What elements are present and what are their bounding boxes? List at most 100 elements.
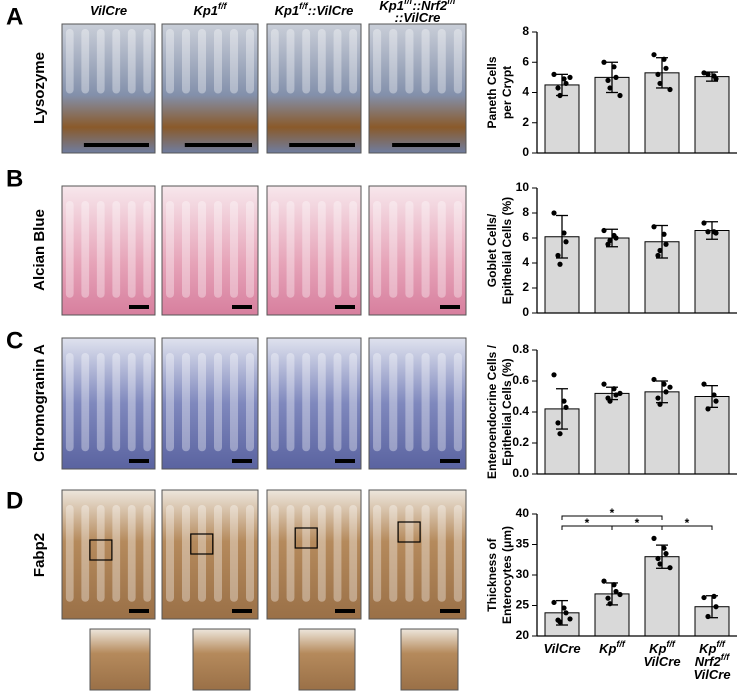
villus	[127, 505, 136, 602]
significance-label: *	[585, 516, 590, 530]
villus	[182, 505, 190, 602]
column-header: Kp1f/f::Nrf2f/f	[379, 0, 456, 13]
villus	[270, 505, 279, 602]
data-point	[667, 86, 673, 93]
micrograph	[266, 23, 362, 154]
labels: VilCre Kp1 f/f Kp1f/f::VilCre Kp1f/f::Nrf2f/…	[6, 0, 457, 577]
data-point	[663, 551, 669, 557]
data-point	[711, 593, 717, 599]
data-point	[705, 406, 711, 412]
villus	[302, 353, 311, 452]
villus	[302, 201, 311, 298]
text-segment: Kp1	[275, 3, 300, 18]
data-point	[667, 384, 673, 390]
text-segment: ::Nrf2	[412, 0, 447, 13]
villus	[230, 29, 238, 94]
y-axis-label: Epithelial Cells (%)	[500, 197, 514, 304]
row-label: Alcian Blue	[31, 209, 48, 291]
villus	[246, 505, 254, 602]
villus	[317, 29, 326, 94]
column-header: Kp1f/f::VilCre	[275, 1, 354, 18]
panel-letter: B	[6, 165, 23, 192]
villus	[182, 201, 190, 298]
y-axis-label: per Crypt	[500, 66, 514, 119]
text-segment: VilCre	[693, 667, 730, 682]
villus	[112, 353, 121, 452]
villus	[373, 201, 382, 298]
data-point	[557, 261, 563, 267]
villus	[405, 505, 414, 602]
villus	[302, 505, 311, 602]
micrograph	[161, 185, 259, 316]
data-point	[661, 381, 667, 387]
data-point	[613, 74, 619, 80]
villus	[317, 201, 326, 298]
villus	[333, 201, 342, 298]
text-segment: ::VilCre	[395, 10, 441, 25]
data-point	[705, 229, 711, 235]
inset	[400, 628, 459, 691]
significance-label: *	[685, 516, 690, 530]
data-point	[561, 230, 567, 236]
villus	[389, 201, 398, 298]
superscript: f/f	[404, 0, 413, 6]
significance-bracket	[561, 515, 663, 520]
villus	[214, 29, 222, 94]
data-point	[713, 76, 719, 82]
y-tick-label: 6	[522, 54, 529, 68]
villus	[112, 201, 121, 298]
panel-letter: C	[6, 327, 23, 354]
text-segment: Kp	[649, 641, 666, 656]
data-point	[711, 392, 717, 398]
villus	[112, 505, 121, 602]
villus	[230, 201, 238, 298]
bar-chart: 0.0 0.2 0.4 0.6 0.8 Enteroendocrine Cells / Ep…	[485, 342, 737, 480]
villus	[286, 29, 295, 94]
column-header: ::VilCre	[395, 10, 441, 25]
y-tick-label: 0	[522, 305, 529, 319]
data-point	[611, 386, 617, 392]
data-point	[663, 241, 669, 247]
villus	[65, 201, 74, 298]
data-point	[661, 545, 667, 551]
data-point	[651, 224, 657, 230]
y-tick-label: 2	[522, 115, 529, 129]
data-point	[655, 395, 661, 401]
data-point	[701, 220, 707, 226]
y-tick-label: 0	[522, 145, 529, 159]
x-tick-label: VilCre	[543, 641, 580, 656]
villus	[437, 505, 446, 602]
x-tick-label: Kpf/f	[649, 639, 676, 656]
column-header: VilCre	[90, 3, 127, 18]
villus	[421, 353, 430, 452]
text-segment: VilCre	[643, 654, 680, 669]
villus	[373, 505, 382, 602]
bar	[594, 237, 630, 314]
villus	[96, 201, 105, 298]
villus	[246, 353, 254, 452]
data-point	[601, 381, 607, 387]
data-point	[661, 56, 667, 62]
superscript: f/f	[616, 639, 625, 649]
data-point	[613, 235, 619, 241]
data-point	[663, 389, 669, 395]
villus	[127, 353, 136, 452]
y-tick-label: 35	[516, 537, 530, 551]
x-tick-label: Kpf/f	[599, 639, 626, 656]
data-point	[567, 74, 573, 80]
y-tick-label: 0.0	[512, 466, 529, 480]
data-point	[563, 404, 569, 410]
superscript: f/f	[721, 652, 730, 662]
text-segment: Nrf2	[695, 654, 722, 669]
villus	[317, 505, 326, 602]
villus	[166, 201, 174, 298]
villus	[349, 505, 358, 602]
data-point	[557, 619, 563, 625]
y-tick-label: 6	[522, 230, 529, 244]
villus	[405, 201, 414, 298]
villus	[96, 353, 105, 452]
data-point	[611, 582, 617, 588]
y-tick-label: 30	[516, 567, 530, 581]
data-point	[701, 70, 707, 76]
villus	[405, 29, 414, 94]
